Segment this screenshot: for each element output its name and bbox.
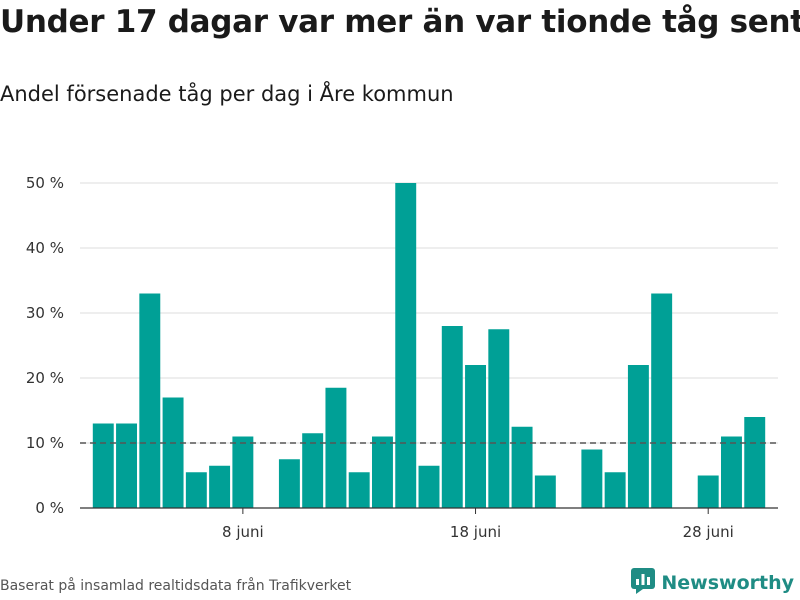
bar [278, 459, 300, 508]
chart-subtitle: Andel försenade tåg per dag i Åre kommun [0, 82, 454, 106]
source-note: Baserat på insamlad realtidsdata från Tr… [0, 578, 352, 594]
y-tick-label: 0 % [35, 499, 64, 517]
bar [418, 465, 440, 508]
y-tick-label: 30 % [26, 304, 64, 322]
bar [581, 449, 603, 508]
bars [92, 183, 766, 508]
bar [325, 387, 347, 508]
bar [465, 365, 487, 508]
brand-logo: Newsworthy [631, 568, 794, 598]
gridlines [80, 182, 778, 444]
bar [209, 465, 231, 508]
bar [604, 472, 626, 508]
bar [232, 436, 254, 508]
bar [534, 475, 556, 508]
bar [488, 329, 510, 508]
chart-title: Under 17 dagar var mer än var tionde tåg… [0, 4, 800, 40]
bar [92, 423, 114, 508]
bar [162, 397, 184, 508]
bar [651, 293, 673, 508]
bar [511, 426, 533, 508]
bar [697, 475, 719, 508]
newsworthy-logo-icon [631, 568, 656, 598]
bar [348, 472, 370, 508]
bar-chart: 0 % 10 % 20 % 30 % 40 % 50 % 8 juni 18 juni 28 … [26, 174, 778, 541]
bar [139, 293, 161, 508]
bar [185, 472, 207, 508]
bar [302, 433, 324, 508]
y-axis-ticks: 0 % 10 % 20 % 30 % 40 % 50 % [26, 174, 64, 517]
bar [441, 326, 463, 508]
y-tick-label: 50 % [26, 174, 64, 192]
y-tick-label: 10 % [26, 434, 64, 452]
bar [627, 365, 649, 508]
bar [720, 436, 742, 508]
bar [744, 417, 766, 508]
bar [116, 423, 138, 508]
x-tick-label: 8 juni [222, 523, 264, 541]
x-tick-label: 28 juni [683, 523, 734, 541]
bar [371, 436, 393, 508]
bar [395, 183, 417, 508]
x-axis-ticks: 8 juni 18 juni 28 juni [222, 508, 734, 541]
y-tick-label: 40 % [26, 239, 64, 257]
x-tick-label: 18 juni [450, 523, 501, 541]
y-tick-label: 20 % [26, 369, 64, 387]
brand-name: Newsworthy [661, 572, 794, 594]
